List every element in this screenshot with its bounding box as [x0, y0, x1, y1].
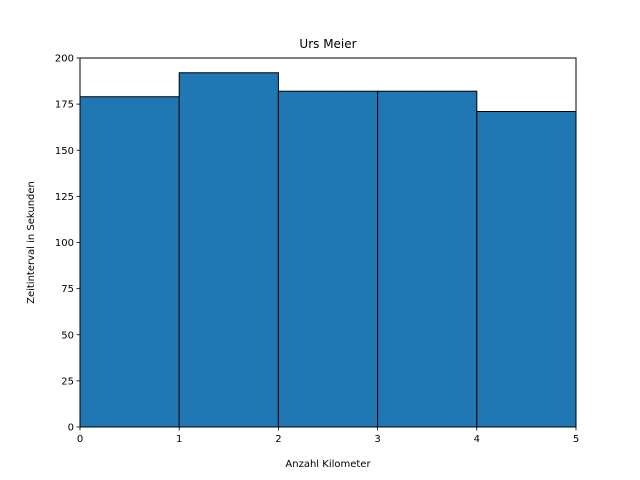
y-tick-label-6: 150: [55, 146, 74, 157]
y-tick-label-2: 50: [61, 330, 74, 341]
bars-group: [79, 72, 577, 428]
y-tick-label-3: 75: [61, 284, 74, 295]
bar-1: [178, 72, 279, 428]
y-tick-label-8: 200: [55, 54, 74, 65]
x-tick-label-4: 4: [474, 434, 480, 445]
x-tick-label-0: 0: [77, 434, 83, 445]
y-axis-ticks: 0 25 50 75 100 125 150 175 200: [55, 54, 80, 434]
plot-frame: [79, 57, 577, 428]
bar-0: [79, 96, 180, 428]
y-tick-label-0: 0: [68, 423, 74, 434]
x-axis-ticks: 0 1 2 3 4 5: [77, 427, 579, 445]
bar-3: [377, 90, 478, 428]
y-tick-label-5: 125: [55, 192, 74, 203]
x-tick-label-2: 2: [275, 434, 281, 445]
x-tick-label-1: 1: [176, 434, 182, 445]
x-tick-label-3: 3: [374, 434, 380, 445]
y-tick-label-7: 175: [55, 100, 74, 111]
bar-4: [476, 111, 577, 428]
y-tick-label-4: 100: [55, 238, 74, 249]
chart-title: Urs Meier: [299, 37, 356, 51]
x-axis-label: Anzahl Kilometer: [285, 459, 371, 470]
bar-2: [277, 90, 379, 428]
y-tick-label-1: 25: [61, 376, 74, 387]
x-tick-label-5: 5: [573, 434, 579, 445]
y-axis-label: Zeitinterval in Sekunden: [26, 181, 37, 304]
